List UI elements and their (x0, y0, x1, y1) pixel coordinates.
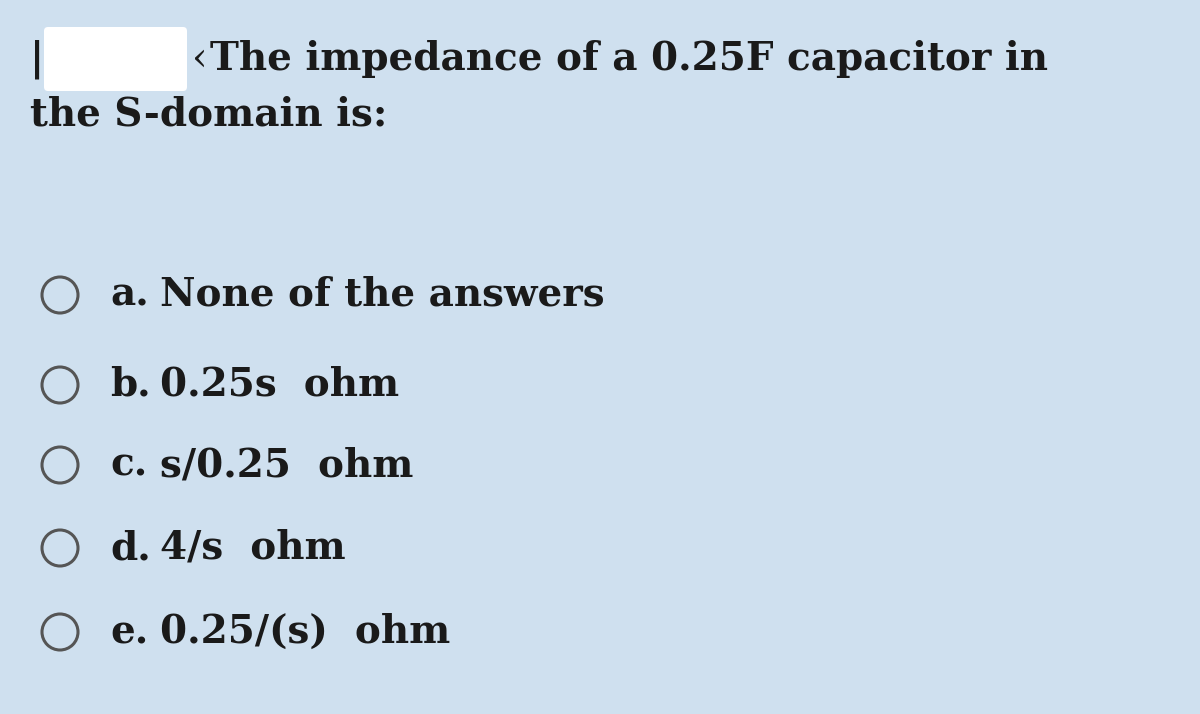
Text: ‹: ‹ (192, 41, 208, 78)
Text: the S-domain is:: the S-domain is: (30, 95, 388, 133)
Text: c.: c. (110, 446, 148, 484)
Text: d.: d. (110, 529, 151, 567)
Text: b.: b. (110, 366, 151, 404)
FancyBboxPatch shape (44, 27, 187, 91)
Text: s/0.25  ohm: s/0.25 ohm (160, 446, 413, 484)
Text: 4/s  ohm: 4/s ohm (160, 529, 346, 567)
Text: 0.25s  ohm: 0.25s ohm (160, 366, 400, 404)
Text: e.: e. (110, 613, 149, 651)
Text: None of the answers: None of the answers (160, 276, 605, 314)
Text: a.: a. (110, 276, 149, 314)
Text: |: | (30, 39, 44, 79)
Text: 0.25/(s)  ohm: 0.25/(s) ohm (160, 613, 450, 651)
Text: The impedance of a 0.25F capacitor in: The impedance of a 0.25F capacitor in (210, 40, 1048, 78)
